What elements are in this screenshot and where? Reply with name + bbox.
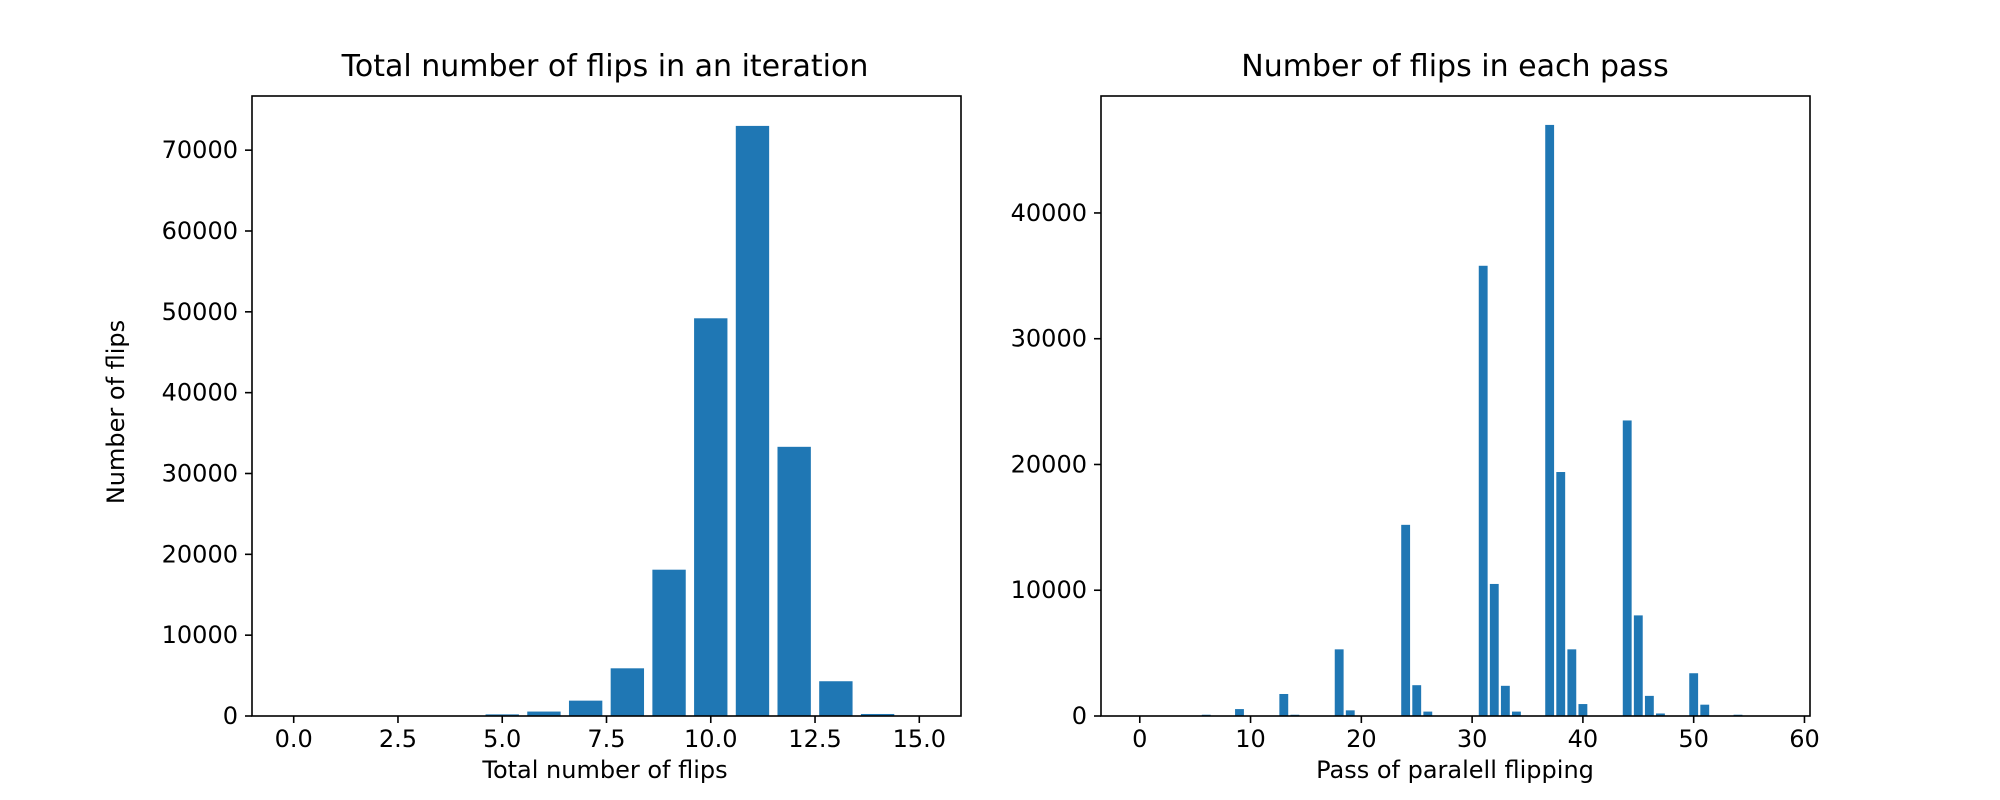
right-chart-title: Number of flips in each pass xyxy=(1241,49,1668,84)
right-chart-x-axis-label: Pass of paralell flipping xyxy=(1316,756,1594,784)
left-chart-bars xyxy=(485,125,936,716)
right-chart-x-tick-label: 60 xyxy=(1789,725,1820,753)
left-chart-x-ticks: 0.0 2.5 5.0 7.5 10.0 12.5 15.0 xyxy=(275,716,946,753)
right-chart-y-ticks: 0 10000 20000 30000 40000 xyxy=(1011,199,1101,730)
right-chart-bar xyxy=(1345,710,1355,716)
right-chart-x-tick-label: 40 xyxy=(1568,725,1599,753)
right-chart-y-tick-label: 0 xyxy=(1072,702,1087,730)
right-chart-y-tick-label: 40000 xyxy=(1011,199,1087,227)
right-chart-bar xyxy=(1512,711,1521,716)
left-chart-bar xyxy=(735,125,770,716)
left-chart-y-tick-label: 0 xyxy=(223,702,238,730)
right-chart-bars xyxy=(1201,124,1743,717)
right-chart-bar xyxy=(1644,695,1654,716)
left-chart-y-tick-label: 10000 xyxy=(162,621,238,649)
right-chart-bar xyxy=(1235,709,1244,716)
left-chart-x-tick-label: 12.5 xyxy=(788,725,841,753)
left-chart-bar xyxy=(694,318,728,716)
right-chart-bar xyxy=(1633,615,1643,716)
right-chart-bar xyxy=(1622,420,1632,716)
left-chart-y-ticks: 0 10000 20000 30000 40000 50000 60000 70000 xyxy=(162,136,252,730)
left-chart-bar xyxy=(819,681,853,716)
right-chart-bar xyxy=(1500,685,1510,716)
left-chart-x-tick-label: 10.0 xyxy=(684,725,737,753)
right-chart-bar xyxy=(1545,124,1555,717)
right-chart-bar xyxy=(1279,693,1289,716)
right-chart-x-tick-label: 20 xyxy=(1346,725,1377,753)
left-chart-bar xyxy=(652,569,686,716)
left-chart-x-tick-label: 2.5 xyxy=(379,725,417,753)
right-chart-x-tick-label: 0 xyxy=(1132,725,1147,753)
left-chart-x-tick-label: 5.0 xyxy=(483,725,521,753)
left-chart-frame xyxy=(251,95,962,717)
left-chart-x-tick-label: 15.0 xyxy=(893,725,946,753)
left-chart-y-tick-label: 40000 xyxy=(162,379,238,407)
right-chart-bar xyxy=(1578,704,1588,716)
left-chart-y-tick-label: 50000 xyxy=(162,298,238,326)
right-chart-bar xyxy=(1401,524,1411,716)
left-chart-bar xyxy=(485,714,519,716)
left-chart: Total number of flips in an iteration To… xyxy=(102,49,962,784)
left-chart-y-tick-label: 70000 xyxy=(162,136,238,164)
right-chart-x-ticks: 0 10 20 30 40 50 60 xyxy=(1132,716,1820,753)
left-chart-y-tick-label: 20000 xyxy=(162,540,238,568)
right-chart-bar xyxy=(1700,704,1710,716)
right-chart-bar xyxy=(1478,265,1488,716)
right-chart-y-tick-label: 20000 xyxy=(1011,450,1087,478)
right-chart-bar xyxy=(1689,673,1699,716)
right-chart-bar xyxy=(1567,649,1577,716)
left-chart-x-axis-label: Total number of flips xyxy=(481,756,727,784)
left-chart-y-tick-label: 60000 xyxy=(162,217,238,245)
left-chart-y-axis-label: Number of flips xyxy=(102,320,130,504)
right-chart-bar xyxy=(1412,685,1422,716)
left-chart-title: Total number of flips in an iteration xyxy=(341,49,869,84)
right-chart-bar xyxy=(1334,649,1344,716)
right-chart-bar xyxy=(1489,583,1499,716)
right-chart-x-tick-label: 10 xyxy=(1235,725,1266,753)
right-chart-y-tick-label: 30000 xyxy=(1011,325,1087,353)
left-chart-y-tick-label: 30000 xyxy=(162,459,238,487)
right-chart-bar xyxy=(1423,711,1433,716)
right-chart-bar xyxy=(1656,713,1665,716)
left-chart-bar xyxy=(568,700,603,716)
right-chart: Number of flips in each pass Pass of par… xyxy=(1011,49,1820,784)
left-chart-bar xyxy=(860,713,895,716)
left-chart-bar xyxy=(777,446,811,716)
right-chart-frame xyxy=(1100,95,1811,717)
left-chart-x-tick-label: 0.0 xyxy=(275,725,313,753)
right-chart-y-tick-label: 10000 xyxy=(1011,576,1087,604)
right-chart-x-tick-label: 50 xyxy=(1678,725,1709,753)
left-chart-bar xyxy=(527,711,561,716)
left-chart-bar xyxy=(610,668,645,716)
left-chart-x-tick-label: 7.5 xyxy=(587,725,625,753)
right-chart-bar xyxy=(1556,472,1566,716)
right-chart-x-tick-label: 30 xyxy=(1457,725,1488,753)
